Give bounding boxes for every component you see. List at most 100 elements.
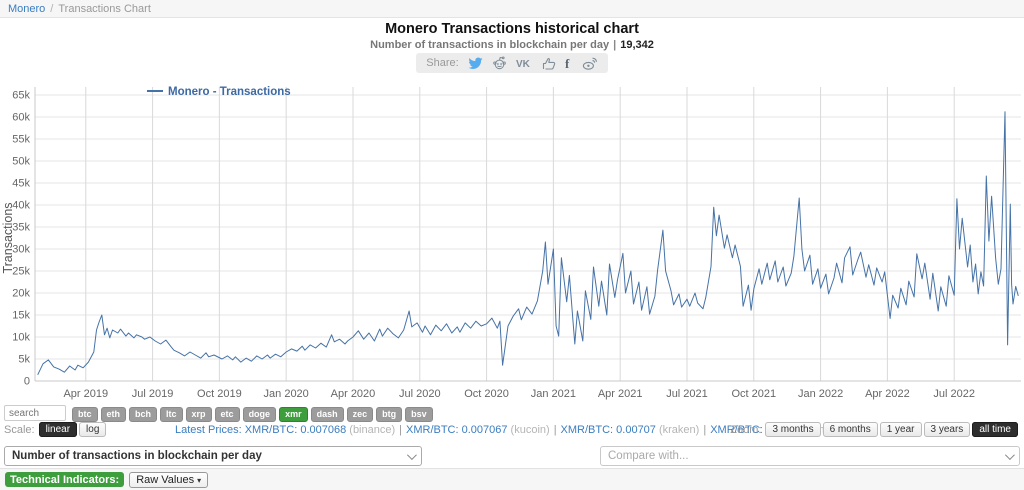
current-value: 19,342: [620, 39, 654, 51]
scale-group: Scale: linear log: [4, 422, 109, 437]
zoom-group: Zoom: 3 months 6 months 1 year 3 years all t…: [730, 422, 1020, 437]
svg-text:f: f: [565, 57, 570, 70]
price-separator: |: [553, 424, 557, 436]
page-title: Monero Transactions historical chart: [385, 21, 639, 37]
coin-button-xrp[interactable]: xrp: [185, 406, 212, 422]
svg-text:VK: VK: [516, 59, 531, 69]
coin-button-ltc[interactable]: ltc: [160, 406, 183, 422]
x-tick-label: Oct 2021: [731, 388, 776, 400]
zoom-button-3-years[interactable]: 3 years: [923, 422, 971, 437]
technical-indicators-row: Technical Indicators: Raw Values ▾: [0, 468, 1024, 490]
x-tick-label: Jan 2020: [264, 388, 309, 400]
x-tick-label: Jul 2020: [399, 388, 441, 400]
y-tick-label: 50k: [12, 156, 30, 168]
y-tick-label: 15k: [12, 310, 30, 322]
caret-down-icon: ▾: [197, 475, 202, 485]
reddit-share-icon[interactable]: [492, 56, 507, 70]
metric-select[interactable]: Number of transactions in blockchain per…: [4, 446, 422, 466]
y-axis-title: Transactions: [1, 202, 15, 273]
zoom-button-all-time[interactable]: all time: [972, 422, 1018, 437]
like-thumb-icon[interactable]: [542, 57, 556, 70]
legend-label[interactable]: Monero - Transactions: [168, 86, 291, 98]
y-tick-label: 45k: [12, 178, 30, 190]
scale-button-log[interactable]: log: [79, 422, 107, 437]
price-separator: |: [703, 424, 707, 436]
twitter-share-icon[interactable]: [468, 57, 483, 70]
x-tick-label: Oct 2019: [197, 388, 242, 400]
breadcrumb-home-link[interactable]: Monero: [8, 3, 46, 15]
price-exchange: (kucoin): [507, 424, 550, 436]
price-separator: |: [399, 424, 402, 436]
x-tick-label: Jul 2019: [132, 388, 174, 400]
compare-select-placeholder: Compare with...: [608, 450, 689, 462]
zoom-button-6-months[interactable]: 6 months: [822, 422, 878, 437]
coin-button-bsv[interactable]: bsv: [405, 406, 433, 422]
y-tick-label: 30k: [12, 244, 30, 256]
y-tick-label: 0: [24, 376, 30, 388]
vk-share-icon[interactable]: VK: [516, 57, 533, 69]
y-tick-label: 5k: [18, 354, 30, 366]
price-link-kraken[interactable]: XMR/BTC: 0.00707: [560, 424, 656, 436]
scale-buttons: linear log: [38, 422, 109, 437]
subtitle-text: Number of transactions in blockchain per…: [370, 39, 610, 51]
metric-select-value: Number of transactions in blockchain per…: [12, 450, 262, 462]
coin-button-eth[interactable]: eth: [100, 406, 126, 422]
coin-button-xmr[interactable]: xmr: [279, 406, 308, 422]
transactions-series-line: [37, 111, 1019, 376]
scale-label: Scale:: [4, 423, 35, 436]
chevron-down-icon: [406, 450, 417, 461]
chart-subtitle: Number of transactions in blockchain per…: [0, 39, 1024, 51]
y-tick-label: 65k: [12, 90, 30, 102]
transactions-line-chart: 0 5k 10k 15k 20k 25k 30k 35k 40k 45k 50k 55k 60k 65k A…: [1, 86, 1021, 400]
x-tick-label: Apr 2022: [865, 388, 910, 400]
price-exchange: (kraken): [655, 424, 700, 436]
scale-button-linear[interactable]: linear: [38, 422, 78, 437]
breadcrumb: Monero / Transactions Chart: [0, 0, 1024, 18]
zoom-buttons: 3 months 6 months 1 year 3 years all time: [765, 422, 1020, 437]
breadcrumb-separator: /: [50, 3, 54, 15]
coin-button-etc[interactable]: etc: [214, 406, 240, 422]
zoom-label: Zoom:: [730, 423, 762, 436]
search-input[interactable]: [4, 405, 66, 421]
coin-button-zec[interactable]: zec: [346, 406, 374, 422]
zoom-button-3-months[interactable]: 3 months: [765, 422, 821, 437]
y-tick-label: 55k: [12, 134, 30, 146]
technical-indicators-badge: Technical Indicators:: [5, 472, 125, 487]
chevron-down-icon: [1004, 450, 1015, 461]
price-link-kucoin[interactable]: XMR/BTC: 0.007067: [406, 424, 508, 436]
x-tick-label: Apr 2019: [63, 388, 108, 400]
coin-button-dash[interactable]: dash: [310, 406, 344, 422]
facebook-share-icon[interactable]: f: [565, 57, 573, 70]
x-tick-label: Apr 2021: [598, 388, 643, 400]
compare-select[interactable]: Compare with...: [600, 446, 1020, 466]
x-tick-label: Jan 2021: [531, 388, 576, 400]
x-tick-label: Jan 2022: [798, 388, 843, 400]
mid-controls-row: Scale: linear log Latest Prices: XMR/BTC:…: [0, 422, 1024, 441]
zoom-button-1-year[interactable]: 1 year: [879, 422, 922, 437]
coin-button-bch[interactable]: bch: [129, 406, 158, 422]
latest-prices-label: Latest Prices:: [175, 424, 245, 436]
y-tick-label: 25k: [12, 266, 30, 278]
raw-values-dropdown-button[interactable]: Raw Values ▾: [129, 471, 209, 488]
coin-button-btc[interactable]: btc: [72, 406, 98, 422]
breadcrumb-current: Transactions Chart: [58, 3, 151, 15]
y-tick-label: 20k: [12, 288, 30, 300]
x-tick-label: Oct 2020: [464, 388, 509, 400]
coin-buttons: btc eth bch ltc xrp etc doge xmr dash zec btg bsv: [72, 404, 436, 422]
coin-button-btg[interactable]: btg: [376, 406, 403, 422]
x-tick-label: Apr 2020: [331, 388, 376, 400]
x-tick-label: Jul 2021: [666, 388, 708, 400]
share-pill: Share: VK f: [416, 53, 608, 73]
x-tick-label: Jul 2022: [933, 388, 975, 400]
weibo-share-icon[interactable]: [582, 57, 598, 70]
y-tick-label: 10k: [12, 332, 30, 344]
y-tick-label: 35k: [12, 222, 30, 234]
coin-button-doge[interactable]: doge: [242, 406, 277, 422]
price-exchange: (binance): [346, 424, 396, 436]
share-label: Share:: [426, 57, 459, 69]
y-tick-label: 60k: [12, 112, 30, 124]
price-link-binance[interactable]: XMR/BTC: 0.007068: [244, 424, 347, 436]
share-row: Share: VK f: [0, 53, 1024, 73]
